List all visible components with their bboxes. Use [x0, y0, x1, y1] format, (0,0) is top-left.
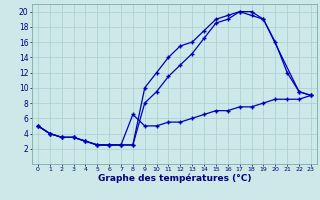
X-axis label: Graphe des températures (°C): Graphe des températures (°C) [98, 174, 251, 183]
